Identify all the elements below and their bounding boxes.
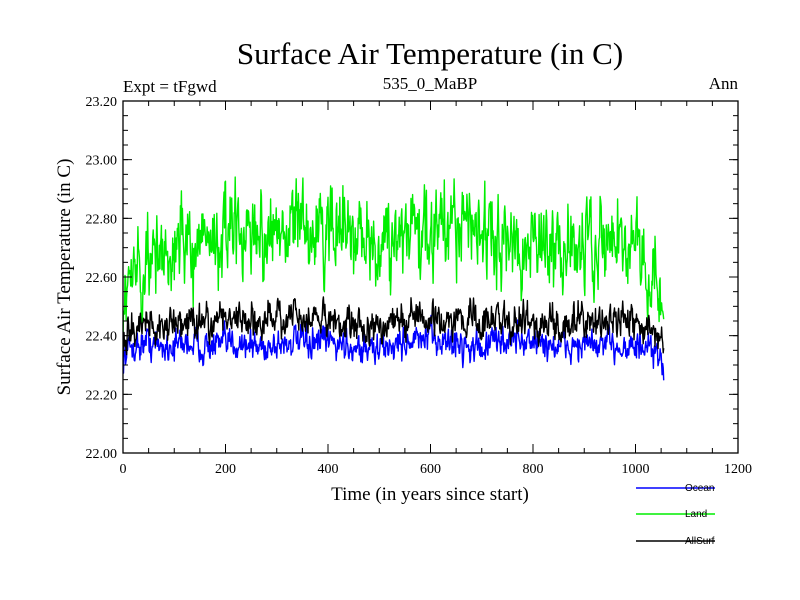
- x-tick-label: 600: [420, 462, 441, 477]
- y-tick-label: 22.80: [86, 212, 118, 227]
- chart-title: Surface Air Temperature (in C): [237, 36, 623, 71]
- legend-label-allsurf: AllSurf: [685, 536, 715, 547]
- tick-layer: 0 200 400 600 800 1000 1200 22.00 22.20 22.40 22.6…: [86, 95, 753, 477]
- x-tick-label: 200: [215, 462, 236, 477]
- series-line-ocean: [123, 314, 665, 381]
- legend-label-ocean: Ocean: [685, 483, 714, 494]
- series-layer: [123, 176, 665, 381]
- legend-label-land: Land: [685, 509, 707, 520]
- y-tick-label: 23.00: [86, 154, 118, 169]
- legend: Ocean Land AllSurf: [636, 483, 715, 547]
- subtitle-left: Expt = tFgwd: [123, 77, 217, 96]
- x-tick-label: 1200: [724, 462, 752, 477]
- y-tick-label: 22.60: [86, 271, 118, 286]
- x-tick-label: 0: [120, 462, 127, 477]
- subtitle-center: 535_0_MaBP: [383, 74, 477, 93]
- x-tick-label: 1000: [622, 462, 650, 477]
- y-tick-label: 22.00: [86, 447, 118, 462]
- y-tick-label: 23.20: [86, 95, 118, 110]
- series-line-land: [123, 176, 665, 343]
- subtitle-right: Ann: [709, 74, 739, 93]
- y-axis-label: Surface Air Temperature (in C): [54, 159, 75, 396]
- x-axis-label: Time (in years since start): [331, 484, 529, 505]
- x-tick-label: 400: [318, 462, 339, 477]
- y-tick-label: 22.20: [86, 388, 118, 403]
- x-tick-label: 800: [523, 462, 544, 477]
- y-tick-label: 22.40: [86, 330, 118, 345]
- series-line-allsurf: [123, 296, 665, 358]
